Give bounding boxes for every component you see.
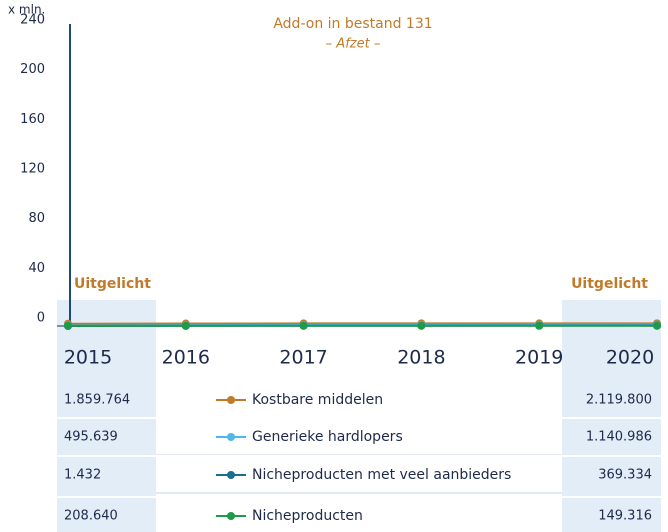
table-value: 495.639: [64, 430, 118, 445]
table-value: 1.859.764: [64, 393, 130, 408]
point: [299, 321, 308, 330]
y-tick-label: 0: [37, 311, 45, 326]
chart-title: Add-on in bestand 131: [273, 16, 432, 32]
table-value: 1.140.986: [586, 430, 652, 445]
y-tick-label: 160: [20, 112, 45, 127]
table-value: 208.640: [64, 509, 118, 524]
y-axis-label: x mln.: [8, 3, 45, 17]
point: [653, 321, 661, 330]
table-value: 369.334: [598, 468, 652, 483]
x-tick-label: 2018: [397, 347, 445, 369]
point: [181, 321, 190, 330]
legend-label: Nicheproducten met veel aanbieders: [252, 467, 511, 483]
point: [535, 321, 544, 330]
x-tick-label: 2019: [515, 347, 563, 369]
x-tick-label: 2017: [279, 347, 327, 369]
x-tick-label: 2016: [162, 347, 210, 369]
annotation: Uitgelicht: [74, 276, 151, 292]
legend-label: Kostbare middelen: [252, 392, 383, 408]
y-tick-label: 120: [20, 162, 45, 177]
table-value: 149.316: [598, 509, 652, 524]
y-tick-label: 80: [28, 211, 45, 226]
annotation: Uitgelicht: [571, 276, 648, 292]
legend-dot: [227, 396, 235, 404]
y-tick-label: 240: [20, 13, 45, 28]
x-tick-label: 2015: [64, 347, 112, 369]
x-tick-label: 2020: [606, 347, 654, 369]
legend-label: Nicheproducten: [252, 508, 363, 524]
legend-label: Generieke hardlopers: [252, 429, 403, 445]
point: [64, 321, 72, 330]
highlight-column: [57, 300, 156, 532]
table-value: 2.119.800: [586, 393, 652, 408]
legend-dot: [227, 471, 235, 479]
chart-subtitle: – Afzet –: [326, 37, 381, 52]
point: [417, 321, 426, 330]
legend-dot: [227, 433, 235, 441]
y-tick-label: 40: [28, 261, 45, 276]
highlight-column: [562, 300, 661, 532]
table-value: 1.432: [64, 468, 101, 483]
y-tick-label: 200: [20, 62, 45, 77]
legend-dot: [227, 512, 235, 520]
